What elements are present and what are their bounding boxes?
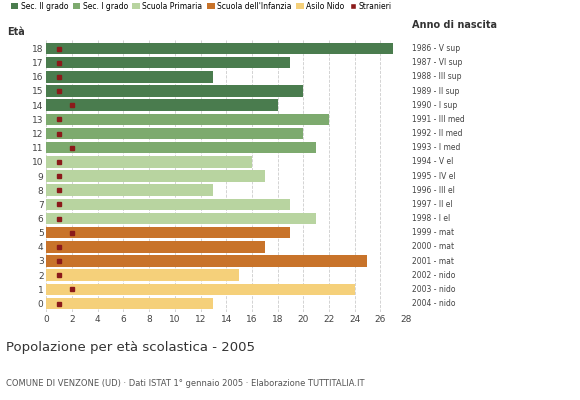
Bar [46,114,329,125]
Bar [46,241,264,253]
Bar [46,184,213,196]
Text: 2000 - mat: 2000 - mat [412,242,454,251]
Bar [46,255,368,267]
Text: Età: Età [7,27,24,37]
Text: Anno di nascita: Anno di nascita [412,20,497,30]
Bar [46,128,303,139]
Text: 1986 - V sup: 1986 - V sup [412,44,460,53]
Bar [46,269,239,281]
Bar [46,170,264,182]
Text: COMUNE DI VENZONE (UD) · Dati ISTAT 1° gennaio 2005 · Elaborazione TUTTITALIA.IT: COMUNE DI VENZONE (UD) · Dati ISTAT 1° g… [6,379,364,388]
Text: 1987 - VI sup: 1987 - VI sup [412,58,462,67]
Text: 1995 - IV el: 1995 - IV el [412,172,455,180]
Bar [46,71,213,83]
Bar [46,43,393,54]
Bar [46,227,291,238]
Bar [46,198,291,210]
Bar [46,284,354,295]
Bar [46,213,316,224]
Bar [46,142,316,154]
Bar [46,85,303,97]
Text: 1991 - III med: 1991 - III med [412,115,465,124]
Text: 1994 - V el: 1994 - V el [412,157,453,166]
Text: 2003 - nido: 2003 - nido [412,285,455,294]
Text: 1997 - II el: 1997 - II el [412,200,452,209]
Legend: Sec. II grado, Sec. I grado, Scuola Primaria, Scuola dell'Infanzia, Asilo Nido, : Sec. II grado, Sec. I grado, Scuola Prim… [10,2,392,11]
Bar [46,99,278,111]
Text: 1990 - I sup: 1990 - I sup [412,101,457,110]
Text: 1989 - II sup: 1989 - II sup [412,86,459,96]
Text: 1993 - I med: 1993 - I med [412,143,460,152]
Text: 1999 - mat: 1999 - mat [412,228,454,237]
Text: Popolazione per età scolastica - 2005: Popolazione per età scolastica - 2005 [6,341,255,354]
Bar [46,57,291,68]
Text: 1988 - III sup: 1988 - III sup [412,72,461,81]
Text: 2002 - nido: 2002 - nido [412,271,455,280]
Text: 2004 - nido: 2004 - nido [412,299,455,308]
Text: 2001 - mat: 2001 - mat [412,256,454,266]
Text: 1996 - III el: 1996 - III el [412,186,455,195]
Text: 1992 - II med: 1992 - II med [412,129,462,138]
Text: 1998 - I el: 1998 - I el [412,214,450,223]
Bar [46,298,213,309]
Bar [46,156,252,168]
